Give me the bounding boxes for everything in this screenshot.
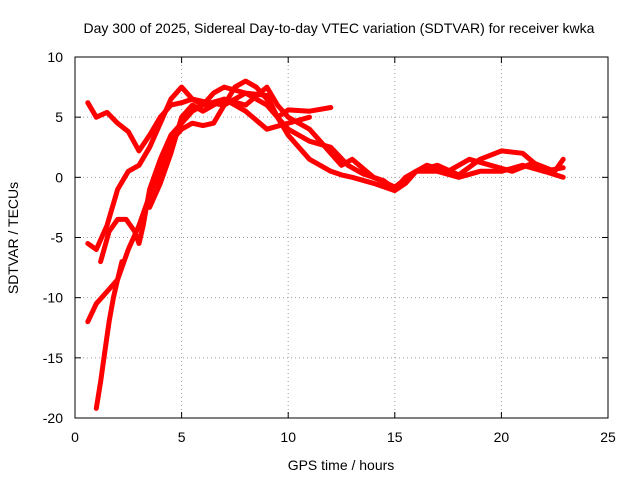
chart-title: Day 300 of 2025, Sidereal Day-to-day VTE…	[84, 20, 595, 36]
y-tick-label: -20	[43, 410, 63, 426]
series-track-4	[85, 78, 566, 325]
series-track-5	[93, 259, 125, 411]
series-layer	[85, 78, 566, 411]
y-tick-label: -5	[51, 230, 64, 246]
y-axis-label: SDTVAR / TECUs	[5, 182, 21, 294]
grid-layer	[75, 57, 608, 418]
x-axis-label: GPS time / hours	[288, 457, 395, 473]
x-tick-label: 25	[600, 429, 616, 445]
y-tick-label: 5	[55, 109, 63, 125]
y-tick-label: 10	[47, 49, 63, 65]
x-tick-label: 5	[178, 429, 186, 445]
y-tick-label: -15	[43, 350, 63, 366]
series-track-3	[98, 84, 566, 265]
plot-frame	[74, 56, 609, 419]
y-tick-label: -10	[43, 290, 63, 306]
tick-layer: 0 5 10 15 20 25 -20 -15 -10 -5 0 5 10	[43, 49, 616, 445]
y-tick-label: 0	[55, 169, 63, 185]
series-track-6	[147, 96, 312, 210]
x-tick-label: 20	[494, 429, 510, 445]
x-tick-label: 0	[71, 429, 79, 445]
x-tick-label: 10	[280, 429, 296, 445]
x-tick-label: 15	[387, 429, 403, 445]
